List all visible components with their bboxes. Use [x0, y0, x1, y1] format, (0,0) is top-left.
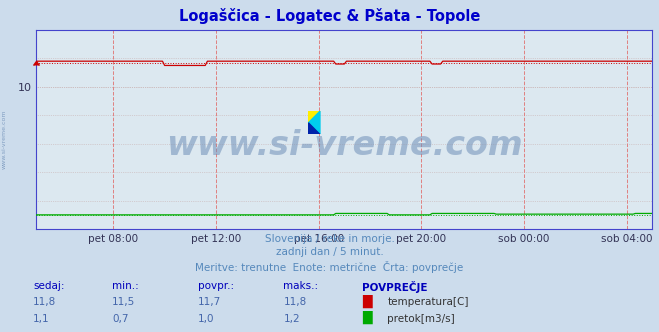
Polygon shape: [308, 111, 320, 123]
Text: █: █: [362, 311, 372, 324]
Text: █: █: [362, 294, 372, 308]
Text: 11,5: 11,5: [112, 297, 135, 307]
Text: www.si-vreme.com: www.si-vreme.com: [1, 110, 7, 169]
Text: 11,8: 11,8: [283, 297, 306, 307]
Text: temperatura[C]: temperatura[C]: [387, 297, 469, 307]
Text: Meritve: trenutne  Enote: metrične  Črta: povprečje: Meritve: trenutne Enote: metrične Črta: …: [195, 261, 464, 273]
Text: povpr.:: povpr.:: [198, 281, 234, 290]
Polygon shape: [308, 111, 320, 134]
Text: min.:: min.:: [112, 281, 139, 290]
Text: 11,7: 11,7: [198, 297, 221, 307]
Text: 11,8: 11,8: [33, 297, 56, 307]
Text: 1,1: 1,1: [33, 314, 49, 324]
Text: Slovenija / reke in morje.: Slovenija / reke in morje.: [264, 234, 395, 244]
Polygon shape: [308, 123, 320, 134]
Text: 1,2: 1,2: [283, 314, 300, 324]
Text: 1,0: 1,0: [198, 314, 214, 324]
Text: 0,7: 0,7: [112, 314, 129, 324]
Text: Logaščica - Logatec & Pšata - Topole: Logaščica - Logatec & Pšata - Topole: [179, 8, 480, 24]
Text: zadnji dan / 5 minut.: zadnji dan / 5 minut.: [275, 247, 384, 257]
Text: www.si-vreme.com: www.si-vreme.com: [166, 129, 523, 162]
Text: POVPREČJE: POVPREČJE: [362, 281, 428, 292]
Text: maks.:: maks.:: [283, 281, 318, 290]
Text: sedaj:: sedaj:: [33, 281, 65, 290]
Text: pretok[m3/s]: pretok[m3/s]: [387, 314, 455, 324]
